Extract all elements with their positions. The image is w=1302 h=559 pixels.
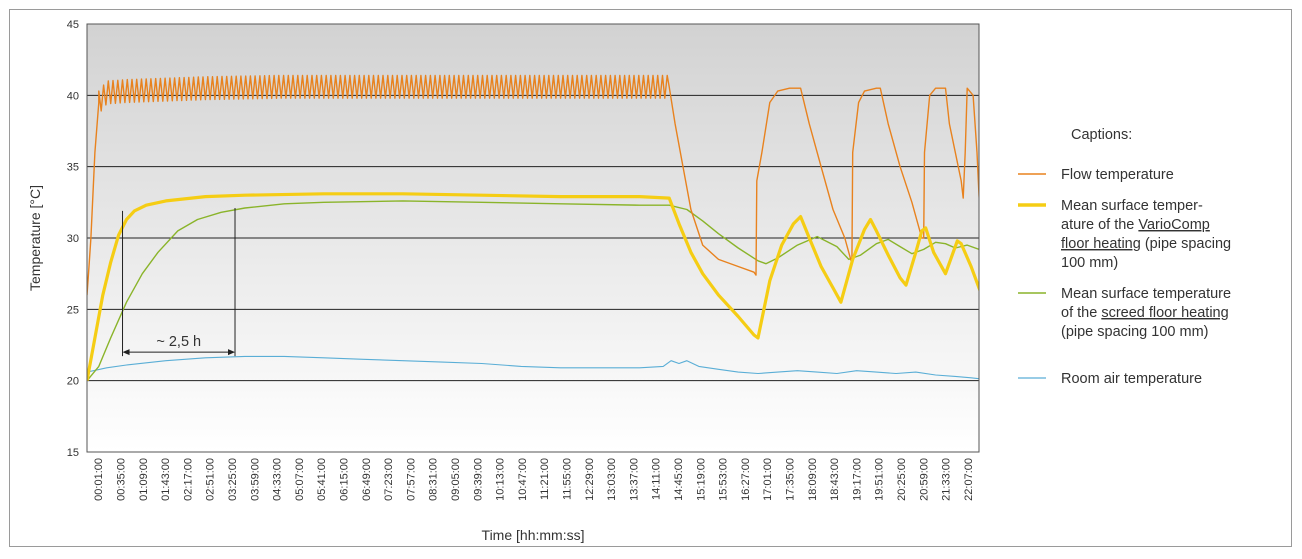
legend-label: Mean surface temperature <box>1061 286 1231 302</box>
x-tick-label: 07:57:00 <box>405 458 417 501</box>
x-tick-label: 04:33:00 <box>272 458 284 501</box>
plot-border <box>86 23 980 453</box>
legend-label: ature of the VarioComp <box>1061 217 1210 233</box>
series-line <box>87 355 979 380</box>
x-tick-label: 15:53:00 <box>718 458 730 501</box>
y-tick-label: 15 <box>67 447 79 459</box>
x-axis: 00:01:00 00:35:00 01:09:00 01:43:00 02:17:00… <box>93 458 975 501</box>
legend-label: Mean surface temper- <box>1061 198 1203 214</box>
y-axis: 15 20 25 30 35 40 45 <box>67 19 79 459</box>
x-tick-label: 03:59:00 <box>249 458 261 501</box>
x-tick-label: 09:05:00 <box>450 458 462 501</box>
legend-label: (pipe spacing 100 mm) <box>1061 324 1209 340</box>
duration-annotation: ~ 2,5 h <box>122 208 236 357</box>
x-tick-label: 20:59:00 <box>918 458 930 501</box>
y-tick-label: 20 <box>67 376 79 388</box>
x-tick-label: 01:09:00 <box>138 458 150 501</box>
y-tick-label: 45 <box>67 19 79 31</box>
x-tick-label: 03:25:00 <box>227 458 239 501</box>
x-tick-label: 22:07:00 <box>963 458 975 501</box>
x-tick-label: 21:33:00 <box>941 458 953 501</box>
legend-label: floor heating (pipe spacing <box>1061 236 1231 252</box>
series-line <box>87 74 979 296</box>
series-line <box>87 200 979 382</box>
x-tick-label: 16:27:00 <box>740 458 752 501</box>
x-tick-label: 05:07:00 <box>294 458 306 501</box>
series-line <box>87 192 979 381</box>
x-axis-label: Time [hh:mm:ss] <box>482 527 585 543</box>
x-tick-label: 01:43:00 <box>160 458 172 501</box>
annotation-arrow-right <box>228 349 236 356</box>
annotation-label: ~ 2,5 h <box>156 334 201 350</box>
x-tick-label: 14:45:00 <box>673 458 685 501</box>
legend-title: Captions: <box>1071 127 1132 143</box>
y-tick-label: 40 <box>67 90 79 102</box>
x-tick-label: 07:23:00 <box>383 458 395 501</box>
x-tick-label: 08:31:00 <box>428 458 440 501</box>
series-group <box>87 74 979 382</box>
x-tick-label: 05:41:00 <box>316 458 328 501</box>
y-tick-label: 30 <box>67 233 79 245</box>
legend: Captions: Flow temperature Mean surface t… <box>1018 127 1231 387</box>
legend-label: Room air temperature <box>1061 371 1202 387</box>
y-tick-label: 25 <box>67 304 79 316</box>
x-tick-label: 19:17:00 <box>851 458 863 501</box>
x-tick-label: 13:03:00 <box>606 458 618 501</box>
x-tick-label: 06:49:00 <box>361 458 373 501</box>
x-tick-label: 14:11:00 <box>651 458 663 500</box>
x-tick-label: 06:15:00 <box>338 458 350 501</box>
x-tick-label: 18:43:00 <box>829 458 841 501</box>
legend-label: Flow temperature <box>1061 167 1174 183</box>
x-tick-label: 11:55:00 <box>561 458 573 500</box>
x-tick-label: 17:01:00 <box>762 458 774 501</box>
x-tick-label: 11:21:00 <box>539 458 551 500</box>
x-tick-label: 19:51:00 <box>874 458 886 501</box>
x-tick-label: 12:29:00 <box>584 458 596 501</box>
x-tick-label: 09:39:00 <box>472 458 484 501</box>
x-tick-label: 10:47:00 <box>517 458 529 501</box>
y-tick-label: 35 <box>67 162 79 174</box>
legend-label: of the screed floor heating <box>1061 305 1229 321</box>
x-tick-label: 20:25:00 <box>896 458 908 501</box>
y-axis-label: Temperature [°C] <box>27 185 43 291</box>
x-tick-label: 13:37:00 <box>628 458 640 501</box>
annotation-arrow-left <box>122 349 130 356</box>
x-tick-label: 15:19:00 <box>695 458 707 501</box>
x-tick-label: 17:35:00 <box>784 458 796 501</box>
x-tick-label: 18:09:00 <box>807 458 819 501</box>
x-tick-label: 02:51:00 <box>205 458 217 501</box>
x-tick-label: 00:01:00 <box>93 458 105 501</box>
x-tick-label: 00:35:00 <box>115 458 127 501</box>
x-tick-label: 10:13:00 <box>495 458 507 501</box>
legend-label: 100 mm) <box>1061 255 1118 271</box>
x-tick-label: 02:17:00 <box>182 458 194 501</box>
chart-frame <box>9 9 1292 547</box>
